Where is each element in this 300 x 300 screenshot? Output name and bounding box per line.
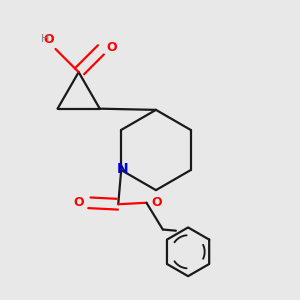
Text: H: H	[40, 34, 49, 44]
Text: O: O	[106, 41, 117, 54]
Text: O: O	[74, 196, 84, 209]
Text: N: N	[116, 163, 128, 176]
Text: O: O	[44, 33, 54, 46]
Text: O: O	[151, 196, 161, 209]
